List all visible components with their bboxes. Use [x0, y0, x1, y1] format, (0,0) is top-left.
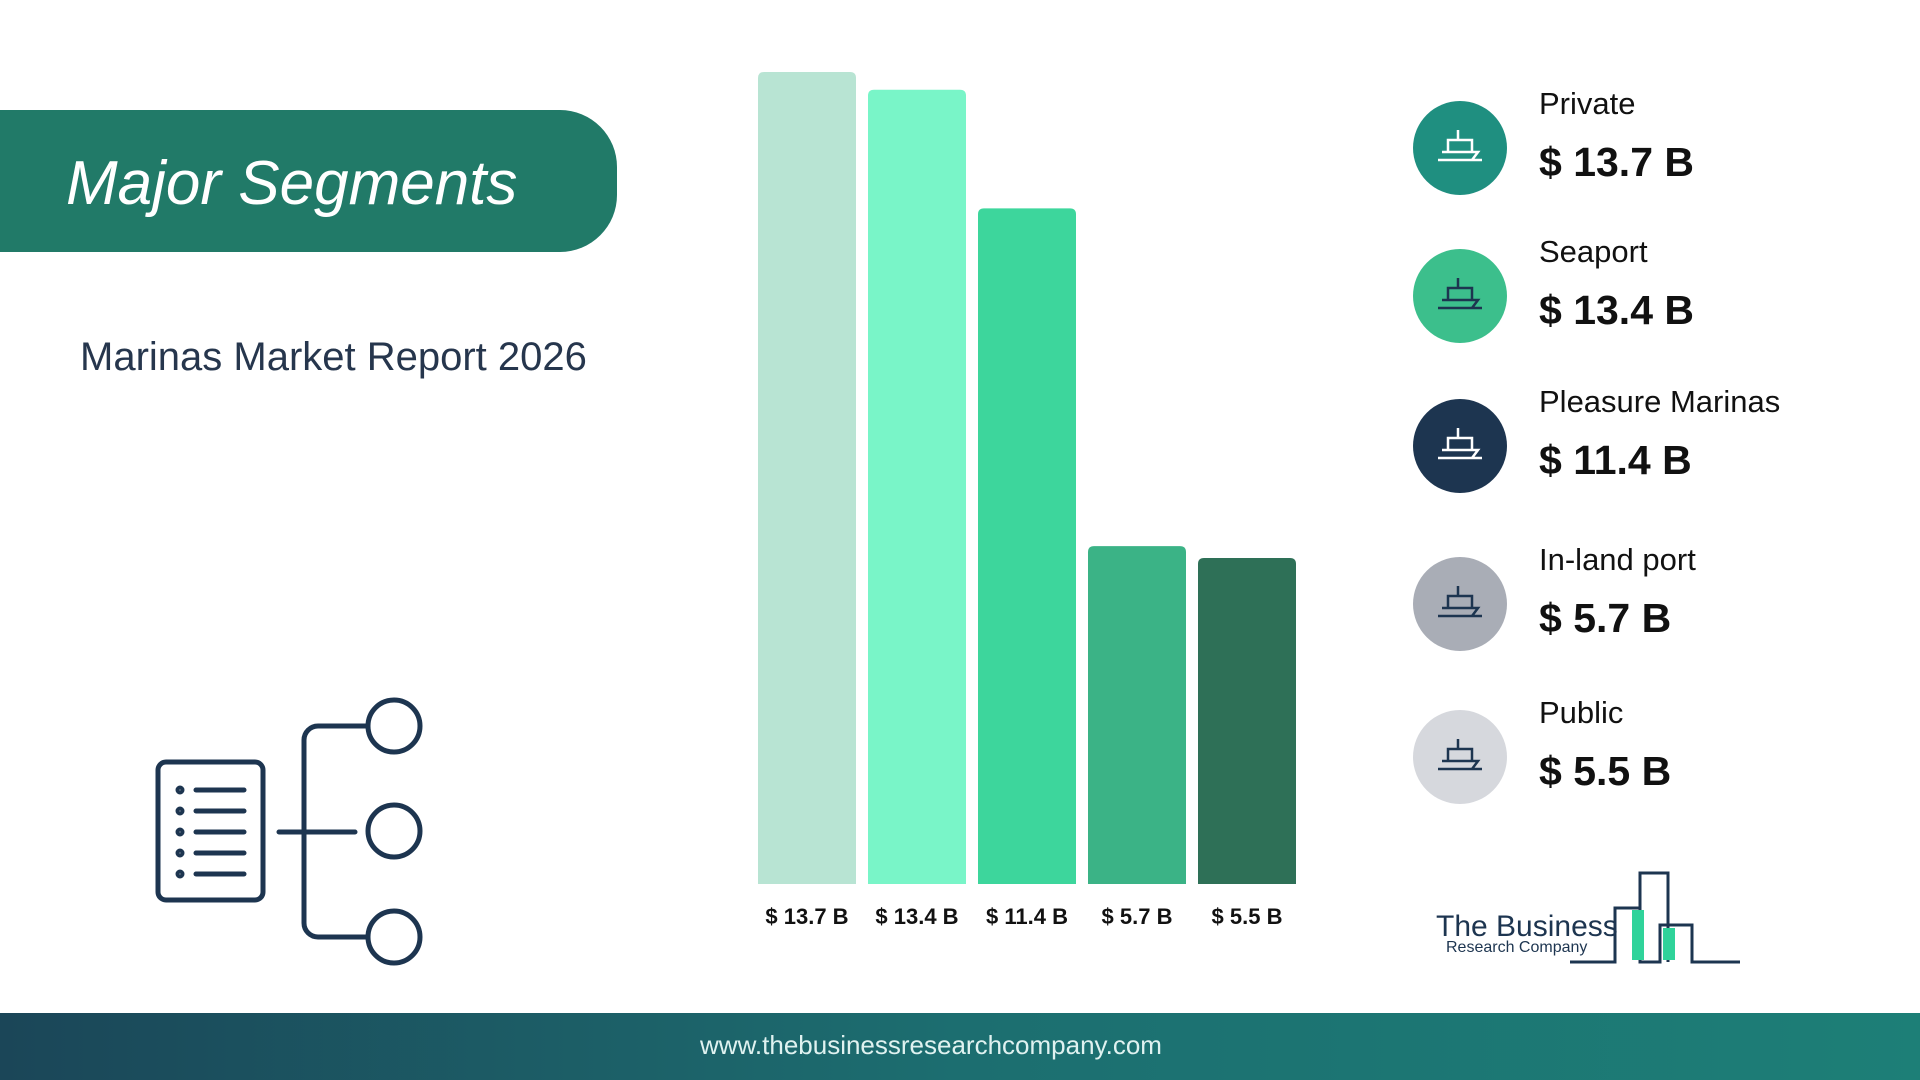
legend-value: $ 11.4 B: [1539, 437, 1692, 483]
logo: The Business Research Company: [1436, 871, 1740, 964]
legend-glyph: [1438, 739, 1482, 771]
bar-value-label: $ 11.4 B: [986, 904, 1068, 929]
legend-value: $ 5.5 B: [1539, 748, 1671, 794]
glyph: [1438, 586, 1482, 618]
legend-value: $ 13.7 B: [1539, 139, 1694, 185]
hierarchy-icon: [155, 697, 423, 966]
bar-value-label: $ 5.5 B: [1212, 904, 1283, 929]
legend-glyph: [1438, 586, 1482, 618]
legend: Private $ 13.7 B Seaport $ 13.4 B Pleasure M…: [1413, 86, 1780, 804]
bar-value-label: $ 5.7 B: [1102, 904, 1173, 929]
legend-name: Pleasure Marinas: [1539, 384, 1780, 419]
bar: [1088, 546, 1186, 884]
bar: [868, 89, 966, 885]
bar-chart: $ 13.7 B $ 13.4 B $ 11.4 B $ 5.7 B $ 5.5 B: [758, 72, 1296, 929]
legend-glyph: [1438, 130, 1482, 162]
legend-icon: [1413, 249, 1507, 343]
glyph: [1438, 130, 1482, 162]
legend-glyph: [1438, 278, 1482, 310]
glyph: [1438, 278, 1482, 310]
bar-value-label: $ 13.7 B: [765, 904, 848, 929]
title: Major Segments: [66, 149, 517, 218]
legend-name: In-land port: [1539, 542, 1696, 577]
glyph: [1438, 739, 1482, 771]
legend-value: $ 5.7 B: [1539, 595, 1671, 641]
legend-icon: [1413, 101, 1507, 195]
bar: [758, 72, 856, 884]
legend-glyph: [1438, 428, 1482, 460]
bar: [1198, 558, 1296, 884]
glyph: [1438, 428, 1482, 460]
footer: [0, 1013, 1920, 1080]
legend-value: $ 13.4 B: [1539, 287, 1694, 333]
legend-icon: [1413, 399, 1507, 493]
footer-url: www.thebusinessresearchcompany.com: [699, 1030, 1162, 1060]
legend-name: Public: [1539, 695, 1623, 730]
legend-icon: [1413, 710, 1507, 804]
logo-tagline: Research Company: [1446, 939, 1587, 956]
bar: [978, 208, 1076, 884]
legend-icon: [1413, 557, 1507, 651]
title-banner: [0, 110, 617, 252]
legend-name: Private: [1539, 86, 1635, 121]
subtitle: Marinas Market Report 2026: [80, 335, 587, 379]
bar-value-label: $ 13.4 B: [875, 904, 958, 929]
legend-name: Seaport: [1539, 234, 1648, 269]
logo-name: The Business: [1436, 910, 1618, 943]
